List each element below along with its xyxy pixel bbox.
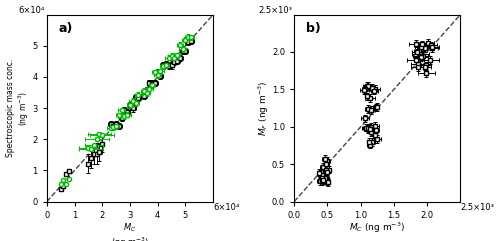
Text: 2.5×10³: 2.5×10³ [460,203,494,213]
Text: a): a) [58,22,73,35]
Text: 6×10⁴: 6×10⁴ [19,6,45,14]
Text: 6×10⁴: 6×10⁴ [213,203,240,213]
Text: 2.5×10³: 2.5×10³ [258,6,292,14]
Y-axis label: $M_F$ (ng m$^{-3}$): $M_F$ (ng m$^{-3}$) [256,80,270,136]
X-axis label: $M_C$ (ng m$^{-3}$): $M_C$ (ng m$^{-3}$) [349,221,406,235]
Text: b): b) [306,22,320,35]
X-axis label: $M_C$
(ng m$^{-3}$): $M_C$ (ng m$^{-3}$) [111,221,149,241]
Y-axis label: Spectroscopic mass conc.
(ng m$^{-3}$): Spectroscopic mass conc. (ng m$^{-3}$) [6,59,31,157]
